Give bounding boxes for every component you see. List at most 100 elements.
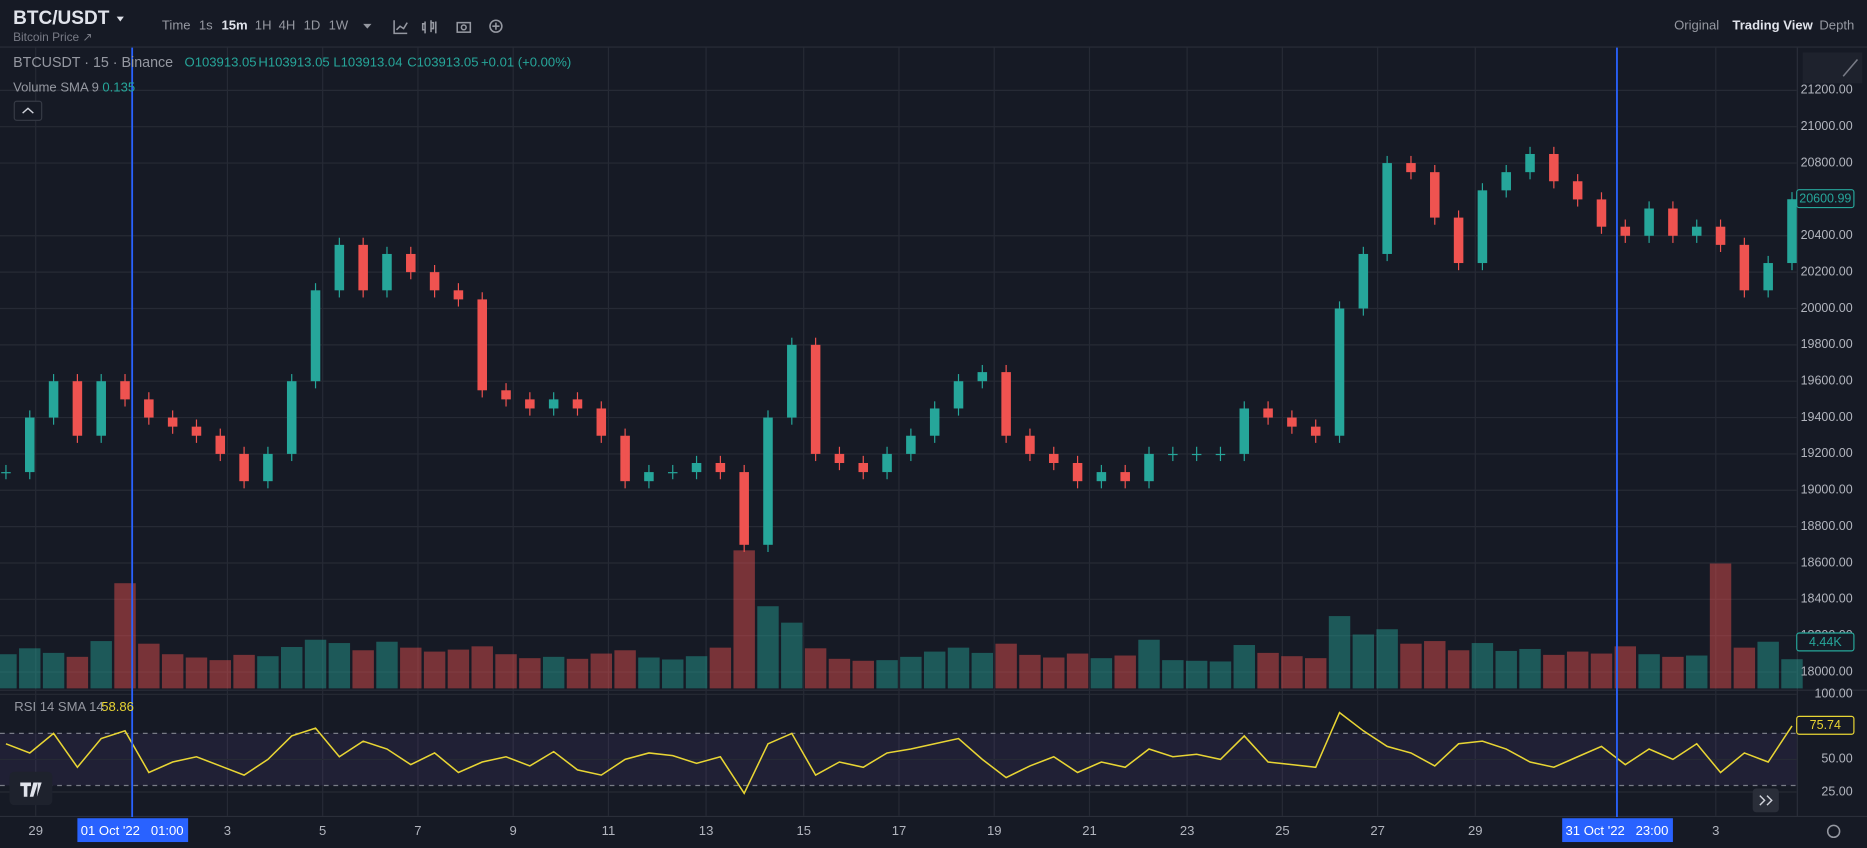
volume-bar <box>66 656 89 689</box>
price-tag-box <box>1796 189 1855 209</box>
collapse-button[interactable] <box>13 100 43 121</box>
volume-tag: 4.44K <box>1809 635 1842 649</box>
x-tick-label: 5 <box>319 823 326 838</box>
intervals: 1s 15m 1H 4H 1D 1W <box>199 18 349 33</box>
draw-tool[interactable] <box>1802 52 1863 84</box>
volume-bar <box>161 654 184 689</box>
toolbar-icons[interactable] <box>393 19 503 35</box>
subtitle[interactable]: Bitcoin Price ↗ <box>13 30 92 44</box>
x-tick-label: 27 <box>1370 823 1385 838</box>
marker-label: 01 Oct '22 01:00 <box>81 823 184 838</box>
x-tick-label: 11 <box>602 823 616 838</box>
volume-bar <box>662 659 684 689</box>
view-tab[interactable]: Trading View <box>1732 18 1813 33</box>
interval-dropdown[interactable] <box>363 23 372 29</box>
symbol-dropdown[interactable] <box>116 16 124 22</box>
scroll-right-icon[interactable] <box>1759 795 1773 806</box>
volume-bar <box>114 583 136 689</box>
y-tick-label: 20200.00 <box>1801 264 1853 278</box>
volume-bar <box>804 648 827 689</box>
volume-bar <box>447 649 470 689</box>
add-cross[interactable] <box>492 22 500 30</box>
symbol[interactable]: BTC/USDT <box>13 8 110 29</box>
volume-bar <box>1638 654 1660 689</box>
volume-bar <box>495 654 517 689</box>
volume-bar <box>1185 660 1208 689</box>
volume-bar <box>1471 643 1494 689</box>
grid <box>0 47 1797 816</box>
volume-bar <box>614 650 636 689</box>
labels: 29357911131517192123252729318000.0018200… <box>28 83 1855 843</box>
x-tick-label: 23 <box>1180 823 1195 838</box>
volume-bar <box>42 652 65 689</box>
volume-tag-box <box>1796 632 1855 652</box>
x-tick-label: 29 <box>28 823 43 838</box>
collapse-arrow[interactable] <box>22 107 34 114</box>
high: H103913.05 <box>258 55 329 70</box>
camera-lens[interactable] <box>460 24 467 31</box>
marker-label-box <box>77 818 189 843</box>
interval[interactable]: 4H <box>279 18 296 33</box>
volume-bar <box>257 656 279 689</box>
volume-bar <box>1424 641 1446 689</box>
camera-icon[interactable] <box>456 21 472 33</box>
volume-bar <box>423 651 446 689</box>
x-tick-label: 17 <box>892 823 907 838</box>
interval[interactable]: 1D <box>304 18 321 33</box>
scroll-right[interactable] <box>1752 788 1779 813</box>
volume-bar <box>733 550 755 689</box>
interval[interactable]: 1W <box>329 18 349 33</box>
tv-logo-box[interactable] <box>9 771 53 806</box>
interval[interactable]: 1s <box>199 18 213 33</box>
settings-icon[interactable] <box>1826 824 1841 839</box>
volume-bar <box>1614 646 1637 689</box>
volume-bar <box>19 648 41 689</box>
volume-bar <box>519 658 541 689</box>
volume-bar <box>233 654 255 689</box>
volume-bar <box>0 654 17 689</box>
volume-bar <box>1495 650 1517 689</box>
y-tick-label: 18400.00 <box>1801 592 1853 606</box>
add-icon[interactable] <box>489 19 503 33</box>
price-tag: 20600.99 <box>1799 192 1851 206</box>
x-tick-label: 29 <box>1468 823 1483 838</box>
y-tick-label: 21000.00 <box>1801 119 1853 133</box>
volume-bar <box>1590 653 1613 689</box>
volume-bar <box>876 660 898 689</box>
volume-bar <box>1566 651 1589 689</box>
low: L103913.04 <box>333 55 402 70</box>
tv-logo[interactable] <box>20 782 42 797</box>
y-tick-label: 21200.00 <box>1801 83 1853 97</box>
indicator-icon[interactable] <box>393 20 408 35</box>
volume-bar <box>995 643 1017 689</box>
y-tick-label: 19400.00 <box>1801 410 1853 424</box>
volume-bar <box>900 656 922 689</box>
volume-bar <box>781 622 803 689</box>
volume-bar <box>1376 629 1398 689</box>
volume-bar <box>352 650 374 689</box>
marker-label-box <box>1562 818 1673 843</box>
volume-bar <box>590 653 613 689</box>
interval[interactable]: 1H <box>255 18 272 33</box>
volume-bar <box>1709 563 1732 689</box>
volume-bar <box>757 606 779 689</box>
volume-bar <box>1447 650 1470 689</box>
y-tick-label: 20000.00 <box>1801 301 1853 315</box>
volume-bar <box>1352 634 1375 689</box>
volume-bar <box>852 660 874 689</box>
interval[interactable]: 15m <box>221 18 247 33</box>
volume-bar <box>1090 658 1113 689</box>
view-tab[interactable]: Depth <box>1819 18 1854 33</box>
volume-bar <box>471 646 493 689</box>
volume-bar <box>1019 654 1041 689</box>
volume-bar <box>1233 645 1255 689</box>
instrument: BTCUSDT · 15 · Binance <box>13 55 173 71</box>
y-tick-label: 100.00 <box>1814 687 1852 701</box>
x-tick-label: 25 <box>1275 823 1290 838</box>
draw-tool-icon[interactable] <box>1842 59 1859 77</box>
view-tab[interactable]: Original <box>1674 18 1719 33</box>
chart-type-icon[interactable] <box>421 20 437 34</box>
y-tick-label: 19200.00 <box>1801 446 1853 460</box>
interval-label: Time <box>162 18 191 33</box>
